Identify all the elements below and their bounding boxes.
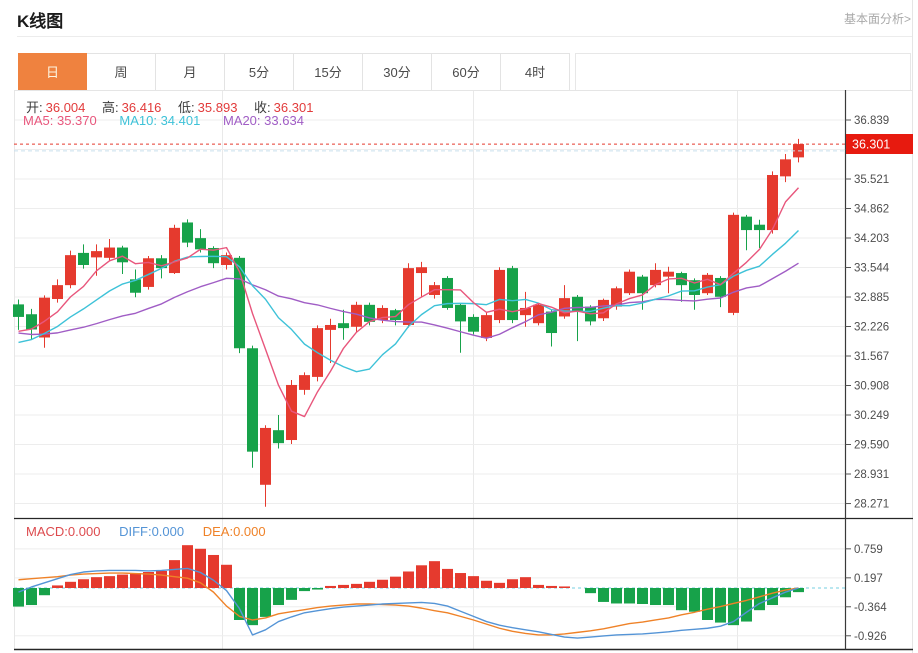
high-label: 高: — [102, 100, 119, 115]
tab-month[interactable]: 月 — [156, 53, 225, 91]
macd-value: 0.000 — [67, 524, 101, 539]
open-pair: 开: 36.004 — [26, 100, 85, 115]
diff-value: 0.000 — [151, 524, 185, 539]
svg-text:-0.926: -0.926 — [854, 631, 887, 643]
dea-value: 0.000 — [233, 524, 266, 539]
macd-layer — [13, 545, 845, 639]
last-price-badge: 36.301 — [846, 134, 913, 154]
tab-5min[interactable]: 5分 — [225, 53, 294, 91]
svg-text:36.301: 36.301 — [852, 138, 890, 152]
tab-day[interactable]: 日 — [18, 53, 87, 91]
ma10-label: MA10: — [119, 113, 157, 128]
svg-text:28.271: 28.271 — [854, 499, 889, 511]
svg-text:32.226: 32.226 — [854, 322, 889, 334]
ma5-value: 35.370 — [56, 113, 97, 128]
high-pair: 高: 36.416 — [102, 100, 161, 115]
header-divider — [17, 36, 913, 37]
svg-text:35.521: 35.521 — [854, 174, 889, 186]
svg-text:32.885: 32.885 — [854, 292, 889, 304]
svg-text:0.759: 0.759 — [854, 544, 883, 556]
svg-text:28.931: 28.931 — [854, 469, 889, 481]
low-label: 低: — [178, 100, 195, 115]
ohlc-bar: 开: 36.004 高: 36.416 低: 35.893 收: 36.301 — [26, 97, 326, 116]
dea-item: DEA:0.000 — [203, 524, 266, 539]
svg-text:30.908: 30.908 — [854, 381, 889, 393]
high-value: 36.416 — [121, 100, 162, 115]
ma10-value: 34.401 — [160, 113, 201, 128]
low-pair: 低: 35.893 — [178, 100, 237, 115]
svg-text:30.249: 30.249 — [854, 410, 889, 422]
close-value: 36.301 — [273, 100, 314, 115]
diff-item: DIFF:0.000 — [119, 524, 184, 539]
close-pair: 收: 36.301 — [254, 100, 313, 115]
gridlines-layer — [14, 0, 913, 653]
macd-bar: MACD:0.000 DIFF:0.000 DEA:0.000 — [26, 524, 281, 539]
close-label: 收: — [254, 100, 271, 115]
svg-text:29.590: 29.590 — [854, 440, 889, 452]
low-value: 35.893 — [197, 100, 238, 115]
svg-text:36.839: 36.839 — [854, 115, 889, 127]
open-value: 36.004 — [45, 100, 86, 115]
svg-text:31.567: 31.567 — [854, 351, 889, 363]
svg-text:33.544: 33.544 — [854, 263, 890, 275]
ma20-label: MA20: — [222, 113, 261, 128]
svg-text:-0.364: -0.364 — [854, 602, 887, 614]
open-label: 开: — [26, 100, 43, 115]
fundamental-analysis-link[interactable]: 基本面分析> — [843, 12, 911, 26]
diff-label: DIFF: — [119, 524, 152, 539]
ma20-item: MA20: 33.634 — [223, 113, 304, 128]
dea-label: DEA: — [202, 524, 234, 539]
axis-layer: 36.83936.18035.52134.86234.20333.54432.8… — [14, 90, 913, 651]
interval-tabbar: 日周月 5分 15分 30分 60分 4时 — [18, 53, 570, 91]
page-title: K线图 — [17, 12, 64, 31]
svg-text:34.862: 34.862 — [854, 204, 889, 216]
tab-30min[interactable]: 30分 — [363, 53, 432, 91]
candles-layer — [13, 138, 804, 507]
price-lines-layer — [14, 143, 845, 152]
ma10-item: MA10: 34.401 — [119, 113, 200, 128]
ma5-item: MA5: 35.370 — [23, 113, 97, 128]
ma-lines-layer — [18, 187, 800, 418]
svg-text:34.203: 34.203 — [854, 233, 889, 245]
svg-text:0.197: 0.197 — [854, 573, 883, 585]
ma20-value: 33.634 — [264, 113, 304, 128]
tab-60min[interactable]: 60分 — [432, 53, 501, 91]
macd-item: MACD:0.000 — [26, 524, 100, 539]
ma-bar: MA5: 35.370 MA10: 34.401 MA20: 33.634 — [23, 113, 323, 128]
macd-label: MACD: — [26, 524, 68, 539]
ma5-label: MA5: — [23, 113, 54, 128]
